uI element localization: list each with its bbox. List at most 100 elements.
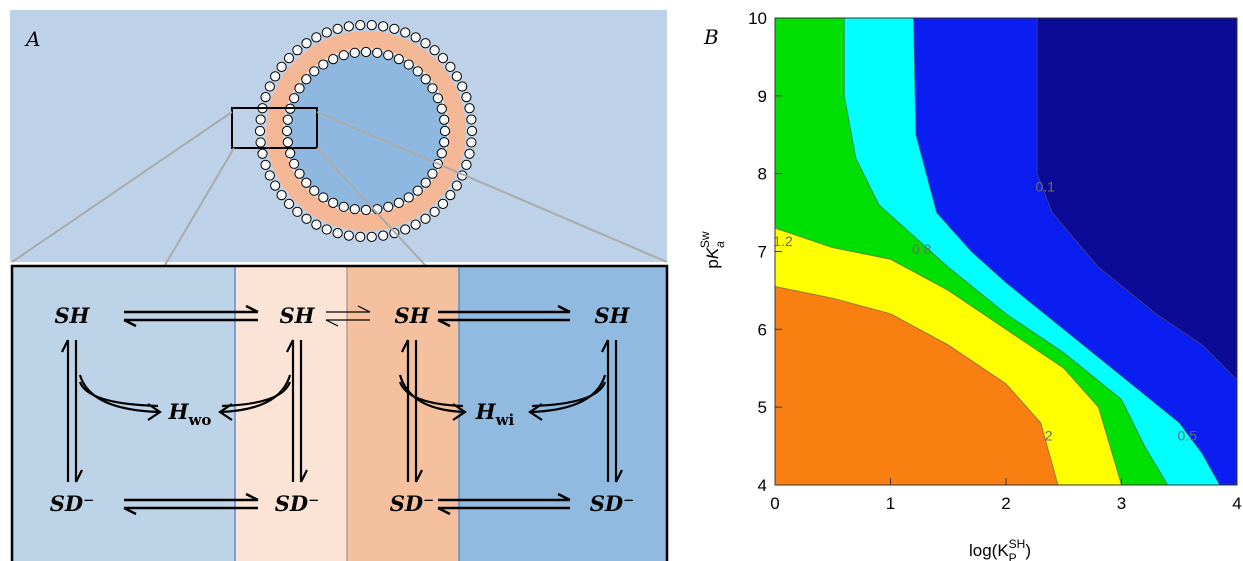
x-tick-label: 2 bbox=[1001, 494, 1010, 513]
y-tick-label: 9 bbox=[758, 87, 767, 106]
lipid-head bbox=[421, 178, 430, 187]
species-label: SH bbox=[594, 303, 630, 328]
lipid-head bbox=[310, 67, 319, 76]
y-tick-label: 4 bbox=[758, 476, 767, 495]
y-axis-label-part: p bbox=[703, 259, 722, 268]
x-axis-label-part: P bbox=[1009, 551, 1017, 561]
lipid-head bbox=[430, 46, 439, 55]
lipid-head bbox=[310, 186, 319, 195]
lipid-head bbox=[344, 231, 353, 240]
lipid-head bbox=[286, 149, 295, 158]
x-axis-label-part: log(K bbox=[969, 541, 1009, 560]
species-label: SD⁻ bbox=[390, 491, 434, 516]
lipid-head bbox=[467, 138, 476, 147]
lipid-head bbox=[293, 207, 302, 216]
contour-label: 1.2 bbox=[773, 233, 793, 249]
lipid-head bbox=[361, 205, 370, 214]
lipid-head bbox=[433, 94, 442, 103]
lipid-head bbox=[277, 62, 286, 71]
lipid-head bbox=[465, 149, 474, 158]
proton-label-part: wo bbox=[187, 411, 211, 429]
lipid-head bbox=[271, 72, 280, 81]
lipid-head bbox=[261, 93, 270, 102]
lipid-head bbox=[430, 207, 439, 216]
lipid-head bbox=[356, 232, 365, 241]
lipid-head bbox=[462, 160, 471, 169]
lipid-head bbox=[421, 214, 430, 223]
lipid-head bbox=[256, 138, 265, 147]
lipid-head bbox=[467, 115, 476, 124]
lipid-head bbox=[284, 199, 293, 208]
lipid-head bbox=[394, 198, 403, 207]
lipid-head bbox=[404, 60, 413, 69]
y-tick-label: 6 bbox=[758, 320, 767, 339]
y-axis-label-part: Sw bbox=[698, 231, 712, 248]
lipid-head bbox=[452, 72, 461, 81]
lipid-head bbox=[261, 160, 270, 169]
y-tick-label: 8 bbox=[758, 165, 767, 184]
lipid-head bbox=[440, 126, 449, 135]
lipid-head bbox=[411, 33, 420, 42]
lipid-head bbox=[379, 22, 388, 31]
lipid-head bbox=[265, 82, 274, 91]
lipid-head bbox=[428, 169, 437, 178]
lipid-head bbox=[356, 21, 365, 30]
lipid-head bbox=[367, 232, 376, 241]
lipid-head bbox=[302, 39, 311, 48]
lipid-head bbox=[255, 126, 264, 135]
lipid-head bbox=[361, 47, 370, 56]
x-axis-label: log(KPSH) bbox=[969, 537, 1031, 561]
lipid-head bbox=[467, 126, 476, 135]
proton-label-part: wi bbox=[495, 411, 515, 429]
species-label: SH bbox=[54, 303, 90, 328]
y-tick-label: 5 bbox=[758, 398, 767, 417]
lipid-head bbox=[339, 202, 348, 211]
x-axis-label-part: ) bbox=[1025, 541, 1031, 560]
lipid-head bbox=[438, 54, 447, 63]
x-tick-label: 4 bbox=[1232, 494, 1241, 513]
lipid-head bbox=[458, 82, 467, 91]
contour-plot: 0.10.50.81.220123445678910 bbox=[748, 9, 1242, 513]
lipid-head bbox=[438, 199, 447, 208]
lipid-head bbox=[319, 60, 328, 69]
lipid-head bbox=[284, 54, 293, 63]
species-label: SD⁻ bbox=[275, 491, 319, 516]
lipid-head bbox=[295, 84, 304, 93]
lipid-head bbox=[401, 28, 410, 37]
lipid-head bbox=[322, 28, 331, 37]
lipid-head bbox=[295, 169, 304, 178]
lipid-head bbox=[339, 51, 348, 60]
y-axis-label: pKaSw bbox=[698, 231, 727, 269]
lipid-head bbox=[290, 159, 299, 168]
lumen bbox=[284, 49, 448, 213]
lipid-head bbox=[411, 220, 420, 229]
lipid-head bbox=[290, 94, 299, 103]
x-tick-label: 3 bbox=[1117, 494, 1126, 513]
contour-label: 2 bbox=[1045, 428, 1053, 444]
lipid-head bbox=[283, 138, 292, 147]
contour-label: 0.8 bbox=[912, 241, 932, 257]
proton-label-part: H bbox=[168, 399, 190, 424]
lipid-head bbox=[373, 48, 382, 57]
lipid-head bbox=[271, 181, 280, 190]
lipid-head bbox=[277, 191, 286, 200]
lipid-head bbox=[302, 214, 311, 223]
lipid-head bbox=[333, 24, 342, 33]
lipid-head bbox=[446, 62, 455, 71]
lipid-head bbox=[384, 202, 393, 211]
contour-label: 0.1 bbox=[1035, 179, 1055, 195]
x-tick-label: 1 bbox=[886, 494, 895, 513]
lipid-head bbox=[413, 186, 422, 195]
contour-label: 0.5 bbox=[1178, 428, 1198, 444]
y-axis-label-part: a bbox=[713, 241, 727, 248]
lipid-head bbox=[413, 67, 422, 76]
lipid-head bbox=[256, 115, 265, 124]
lipid-head bbox=[401, 225, 410, 234]
lipid-head bbox=[437, 104, 446, 113]
lipid-head bbox=[302, 178, 311, 187]
species-label: SH bbox=[279, 303, 315, 328]
lipid-head bbox=[312, 33, 321, 42]
lipid-head bbox=[421, 75, 430, 84]
lipid-head bbox=[446, 191, 455, 200]
species-label: SD⁻ bbox=[590, 491, 634, 516]
